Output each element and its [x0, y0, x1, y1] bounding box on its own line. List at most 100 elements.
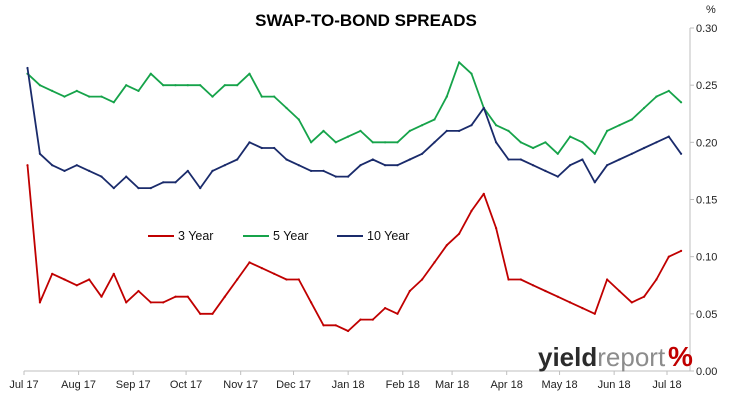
data-point-5-year: [569, 135, 572, 138]
data-point-10-year: [544, 169, 547, 172]
data-point-5-year: [186, 84, 189, 87]
data-point-3-year: [371, 318, 374, 321]
data-point-10-year: [149, 187, 152, 190]
data-point-5-year: [667, 89, 670, 92]
legend: 3 Year 5 Year 10 Year: [148, 229, 409, 243]
data-point-10-year: [667, 135, 670, 138]
data-point-10-year: [223, 164, 226, 167]
data-point-5-year: [260, 95, 263, 98]
data-point-10-year: [137, 187, 140, 190]
data-point-5-year: [532, 146, 535, 150]
data-point-3-year: [606, 278, 609, 281]
data-point-3-year: [26, 164, 29, 167]
data-point-3-year: [260, 267, 263, 270]
data-point-3-year: [112, 272, 115, 275]
data-point-3-year: [199, 312, 202, 315]
data-point-3-year: [273, 272, 276, 275]
data-point-10-year: [75, 164, 78, 167]
logo-report: report: [597, 342, 666, 372]
data-point-10-year: [211, 169, 214, 172]
y-tick-label: 0.25: [696, 80, 717, 92]
x-tick-label: Jun 18: [598, 379, 631, 391]
y-tick-label: 0.10: [696, 252, 717, 264]
data-point-3-year: [532, 284, 535, 287]
data-point-10-year: [569, 164, 572, 167]
data-point-10-year: [519, 158, 522, 161]
data-point-3-year: [174, 295, 177, 298]
data-point-3-year: [322, 324, 325, 327]
data-point-10-year: [347, 175, 350, 178]
data-point-3-year: [643, 295, 646, 298]
data-point-10-year: [310, 169, 313, 172]
data-point-3-year: [236, 278, 239, 281]
data-point-3-year: [458, 232, 461, 235]
logo-percent-icon: %: [668, 341, 693, 372]
series-line-5-year: [26, 61, 682, 155]
data-point-3-year: [347, 329, 350, 333]
x-tick-label: Jul 17: [9, 379, 38, 391]
data-point-3-year: [655, 278, 658, 281]
data-point-5-year: [606, 129, 609, 132]
data-point-10-year: [63, 169, 66, 172]
data-point-5-year: [273, 95, 276, 98]
y-tick-label: 0.00: [696, 366, 717, 378]
data-point-10-year: [88, 169, 91, 172]
data-point-5-year: [495, 124, 498, 127]
data-point-5-year: [297, 118, 300, 121]
y-axis-unit-label: %: [706, 4, 716, 16]
data-point-10-year: [38, 152, 42, 155]
data-point-10-year: [297, 164, 300, 167]
data-point-5-year: [38, 84, 42, 87]
x-tick-label: Nov 17: [223, 379, 258, 391]
data-point-10-year: [236, 158, 239, 161]
data-point-3-year: [667, 255, 670, 258]
data-point-10-year: [618, 158, 621, 161]
legend-label-5-year: 5 Year: [273, 229, 308, 243]
data-point-10-year: [322, 169, 325, 172]
data-point-3-year: [680, 249, 683, 252]
data-point-3-year: [470, 209, 473, 212]
data-point-5-year: [643, 106, 646, 110]
data-point-10-year: [433, 141, 436, 144]
x-tick-label: May 18: [542, 379, 578, 391]
data-point-5-year: [75, 89, 78, 92]
data-point-10-year: [26, 66, 29, 70]
data-point-10-year: [421, 152, 424, 155]
data-point-3-year: [137, 289, 140, 293]
series-line-10-year: [26, 67, 682, 190]
data-point-5-year: [458, 61, 461, 64]
data-point-5-year: [519, 141, 522, 144]
y-tick-label: 0.05: [696, 309, 717, 321]
data-point-10-year: [581, 158, 584, 161]
data-point-10-year: [260, 146, 263, 150]
legend-item-3-year: 3 Year: [148, 229, 213, 243]
data-point-3-year: [396, 312, 399, 315]
data-point-10-year: [482, 106, 485, 110]
data-point-10-year: [125, 175, 128, 178]
legend-label-10-year: 10 Year: [367, 229, 409, 243]
data-point-5-year: [371, 141, 374, 144]
data-point-5-year: [63, 95, 66, 98]
data-point-10-year: [507, 158, 510, 161]
data-point-3-year: [285, 278, 288, 281]
data-point-5-year: [408, 129, 411, 132]
data-point-10-year: [556, 175, 559, 178]
data-point-3-year: [100, 295, 103, 298]
data-point-3-year: [88, 278, 91, 281]
data-point-5-year: [236, 84, 239, 87]
data-point-3-year: [334, 324, 337, 327]
data-point-5-year: [556, 152, 559, 155]
data-point-3-year: [149, 301, 152, 304]
data-point-5-year: [223, 84, 226, 87]
data-point-3-year: [186, 295, 189, 298]
data-point-5-year: [421, 124, 424, 127]
logo-yield: yield: [538, 342, 597, 372]
data-point-5-year: [470, 72, 473, 75]
data-point-3-year: [519, 278, 522, 281]
chart-title: SWAP-TO-BOND SPREADS: [255, 11, 477, 30]
legend-item-10-year: 10 Year: [337, 229, 409, 243]
data-point-3-year: [162, 301, 165, 304]
data-point-3-year: [125, 301, 128, 304]
data-point-10-year: [445, 129, 448, 132]
